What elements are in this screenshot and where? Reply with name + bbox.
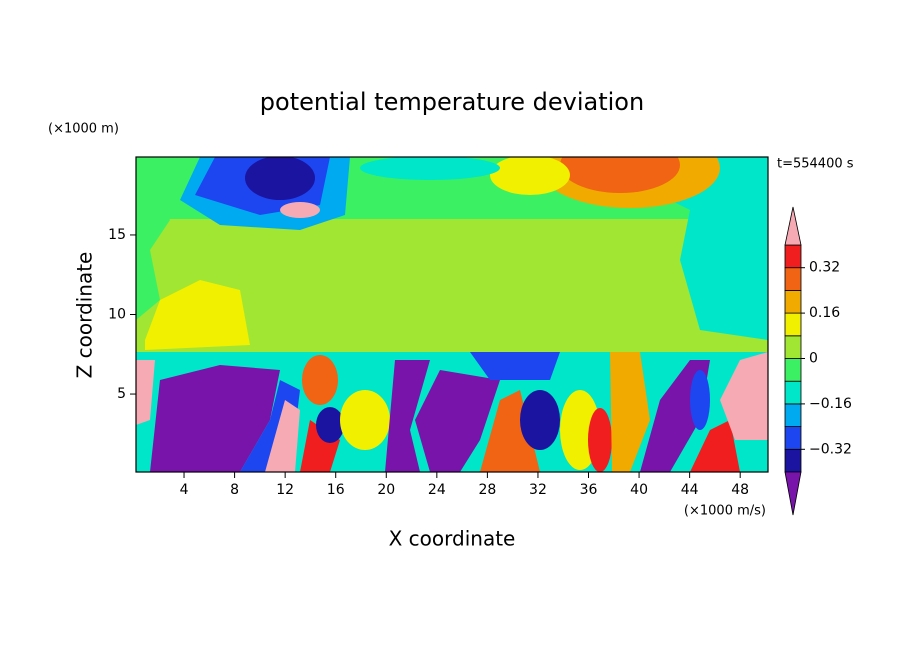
x-tick-label: 16 (327, 482, 345, 498)
contour-region (300, 420, 340, 472)
contour-region (610, 352, 650, 472)
colorbar-box (784, 358, 802, 382)
contour-region (360, 157, 500, 180)
contour-region (690, 370, 710, 430)
x-unit: (×1000 m/s) (684, 504, 766, 519)
colorbar-box (784, 426, 802, 450)
contour-region (415, 370, 500, 472)
contour-region (145, 280, 250, 350)
contour-region (490, 157, 570, 195)
x-tick-label: 48 (731, 482, 749, 498)
contour-region (470, 352, 560, 380)
contour-region (340, 390, 390, 450)
colorbar-box (784, 380, 802, 405)
colorbar-tick-label: 0.32 (809, 260, 840, 276)
contour-region (385, 360, 430, 472)
chart-title: potential temperature deviation (260, 88, 644, 116)
y-tick-label: 15 (108, 227, 126, 243)
contour-region (690, 420, 740, 472)
contour-field (136, 157, 768, 472)
contour-region (150, 365, 280, 472)
colorbar-box (784, 403, 802, 427)
contour-region (302, 355, 338, 405)
contour-region (136, 360, 155, 425)
colorbar-tick-label: −0.32 (809, 441, 852, 457)
x-tick-label: 12 (276, 482, 294, 498)
contour-region (588, 408, 612, 472)
x-tick-label: 20 (377, 482, 395, 498)
contour-region (316, 407, 344, 443)
colorbar-box (784, 244, 802, 269)
colorbar-box (784, 312, 802, 337)
y-tick-label: 10 (108, 307, 126, 323)
colorbar-tick-label: 0 (809, 351, 818, 367)
contour-region (136, 160, 170, 320)
colorbar-box (784, 335, 802, 359)
x-tick-label: 24 (428, 482, 446, 498)
contour-region (560, 157, 680, 193)
colorbar-tick-label: −0.16 (809, 396, 852, 412)
contour-region (280, 202, 320, 218)
y-unit: (×1000 m) (48, 122, 119, 137)
x-tick-label: 32 (529, 482, 547, 498)
x-tick-label: 36 (580, 482, 598, 498)
colorbar-over (784, 206, 802, 246)
contour-region (265, 400, 300, 472)
x-tick-label: 28 (478, 482, 496, 498)
colorbar-tick-label: 0.16 (809, 305, 840, 321)
time-label: t=554400 s (777, 157, 854, 172)
contour-region (720, 352, 768, 440)
colorbar-under (784, 471, 802, 516)
contour-region (245, 157, 315, 200)
colorbar-box (784, 289, 802, 314)
x-tick-label: 8 (230, 482, 239, 498)
x-tick-label: 4 (180, 482, 189, 498)
contour-region (640, 157, 768, 340)
y-tick-label: 5 (117, 386, 126, 402)
x-tick-label: 40 (630, 482, 648, 498)
y-axis-label: Z coordinate (73, 252, 97, 379)
colorbar-box (784, 267, 802, 291)
contour-region (520, 390, 560, 450)
x-axis-label: X coordinate (389, 527, 516, 551)
colorbar-box (784, 448, 802, 473)
x-tick-label: 44 (681, 482, 699, 498)
